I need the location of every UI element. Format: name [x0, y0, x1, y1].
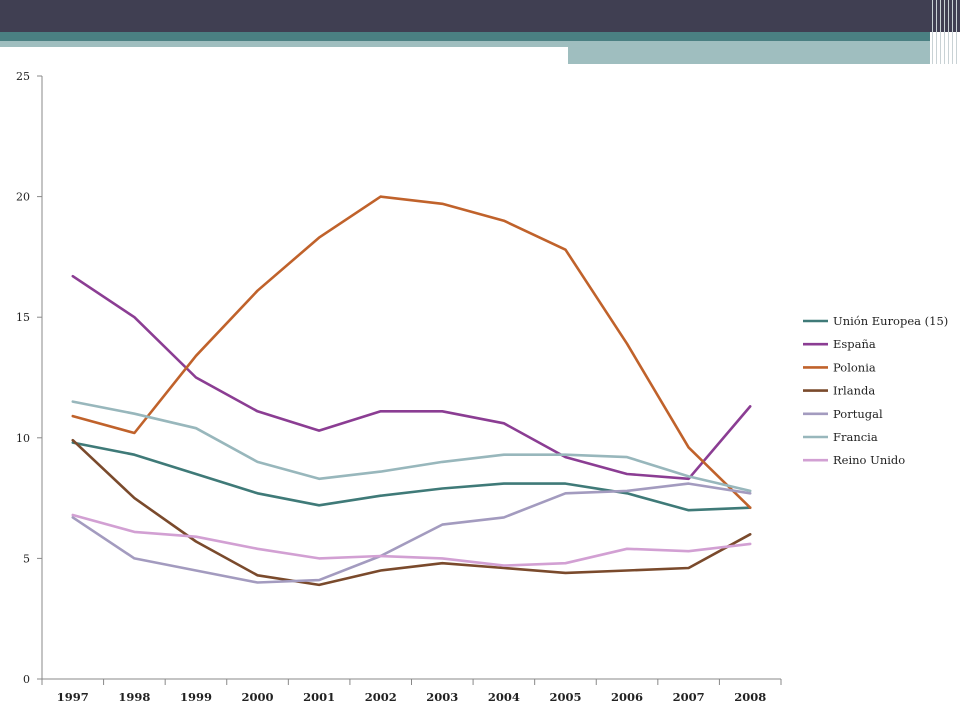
edge-line — [936, 0, 937, 64]
legend-label: Irlanda — [833, 384, 875, 398]
x-tick-label: 1997 — [57, 690, 89, 704]
y-tick-label: 0 — [23, 673, 30, 686]
series-line — [71, 482, 752, 584]
series-line — [71, 400, 752, 493]
header-bar — [0, 0, 960, 32]
x-tick-label: 2003 — [426, 690, 458, 704]
series-line — [71, 195, 752, 510]
legend-label: España — [833, 337, 876, 351]
x-tick-label: 2001 — [303, 690, 335, 704]
x-tick-label: 2006 — [611, 690, 643, 704]
legend-label: Unión Europea (15) — [833, 314, 948, 328]
accent-band — [568, 41, 930, 64]
edge-line — [952, 0, 953, 64]
edge-line — [944, 0, 945, 64]
legend-label: Portugal — [833, 407, 883, 421]
y-tick-label: 15 — [16, 311, 30, 324]
series-line — [71, 274, 752, 481]
x-tick-label: 2005 — [549, 690, 581, 704]
accent-band — [0, 32, 930, 41]
x-tick-label: 1999 — [180, 690, 212, 704]
x-tick-label: 2004 — [488, 690, 520, 704]
edge-line — [940, 0, 941, 64]
y-tick-label: 20 — [16, 191, 30, 204]
edge-line — [948, 0, 949, 64]
y-tick-label: 10 — [16, 432, 30, 445]
y-tick-label: 5 — [23, 552, 30, 565]
x-tick-label: 2008 — [734, 690, 766, 704]
accent-band — [0, 41, 568, 47]
legend-label: Polonia — [833, 360, 876, 374]
edge-line — [956, 0, 957, 64]
x-tick-label: 2002 — [365, 690, 397, 704]
edge-line — [932, 0, 933, 64]
series-line — [71, 513, 752, 567]
series-line — [71, 438, 752, 587]
legend-label: Francia — [833, 430, 878, 444]
x-tick-label: 2000 — [242, 690, 274, 704]
x-tick-label: 2007 — [673, 690, 705, 704]
legend-label: Reino Unido — [833, 453, 905, 467]
series-line — [71, 441, 752, 512]
y-tick-label: 25 — [16, 70, 30, 83]
x-tick-label: 1998 — [118, 690, 150, 704]
